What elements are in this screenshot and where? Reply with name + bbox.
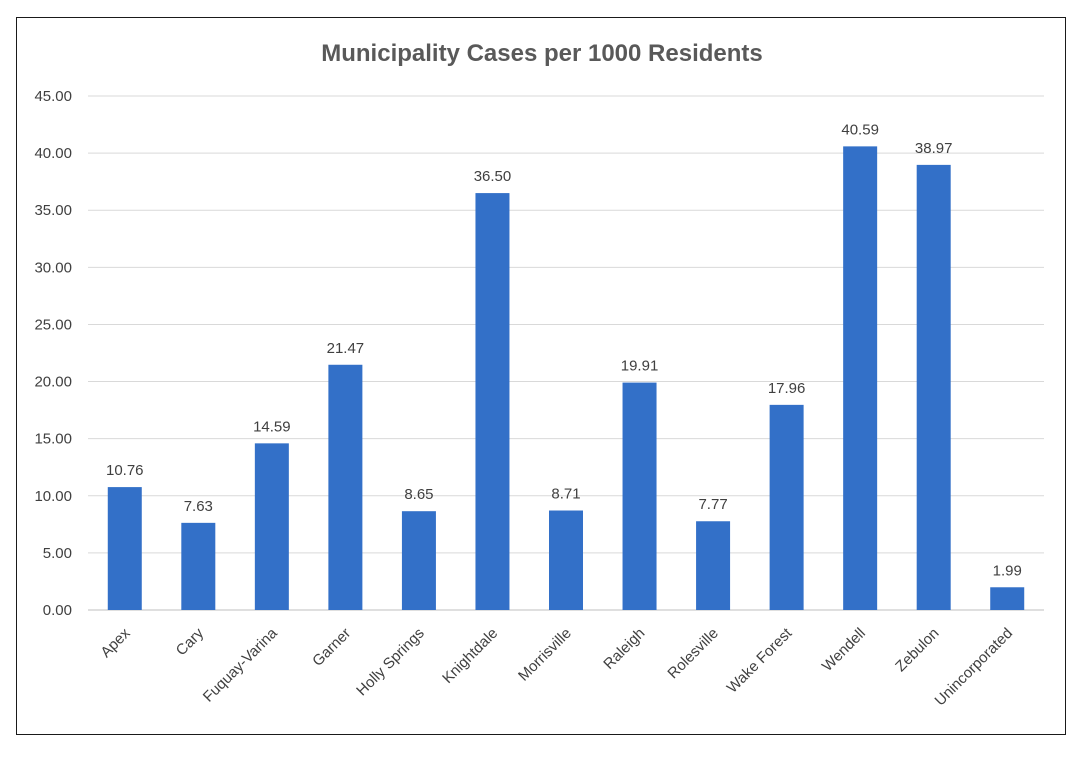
data-label: 14.59 (253, 418, 291, 435)
bar (622, 382, 657, 610)
bar (696, 521, 731, 610)
data-label: 36.50 (474, 168, 512, 185)
y-tick-label: 10.00 (34, 488, 72, 505)
bar (916, 164, 951, 610)
x-category-label: Holly Springs (353, 625, 428, 700)
data-label: 38.97 (915, 140, 953, 157)
data-label: 21.47 (327, 340, 365, 357)
x-category-label: Apex (97, 624, 134, 661)
x-category-label: Knightdale (439, 625, 501, 687)
data-label: 7.77 (698, 496, 727, 513)
data-labels: 10.76 7.63 14.59 21.47 8.65 36.50 8.71 19.91 7.7… (106, 121, 1022, 579)
y-tick-label: 0.00 (43, 602, 72, 619)
data-label: 17.96 (768, 380, 806, 397)
y-tick-label: 45.00 (34, 88, 72, 105)
x-category-label: Zebulon (892, 625, 942, 675)
x-category-label: Wake Forest (724, 624, 796, 696)
data-label: 40.59 (841, 121, 879, 138)
bars (107, 146, 1025, 611)
y-tick-label: 40.00 (34, 145, 72, 162)
x-category-label: Raleigh (600, 625, 648, 673)
x-category-label: Rolesville (664, 625, 721, 682)
bar (328, 364, 363, 610)
y-tick-label: 20.00 (34, 374, 72, 391)
bar (181, 522, 216, 610)
data-label: 1.99 (993, 562, 1022, 579)
bar (843, 146, 878, 610)
x-category-label: Garner (309, 625, 354, 670)
x-category-label: Wendell (819, 625, 869, 675)
bar (549, 510, 583, 610)
chart-title: Municipality Cases per 1000 Residents (321, 40, 763, 67)
y-tick-label: 30.00 (34, 259, 72, 276)
y-axis-ticks: 0.00 5.00 10.00 15.00 20.00 25.00 30.00 35.00 40… (34, 88, 72, 619)
chart-frame (16, 17, 1066, 735)
bar (107, 487, 142, 610)
x-category-label: Fuquay-Varina (200, 624, 281, 705)
y-tick-label: 15.00 (34, 431, 72, 448)
data-label: 8.71 (551, 486, 580, 503)
data-label: 7.63 (184, 498, 213, 515)
y-tick-label: 35.00 (34, 202, 72, 219)
bar (769, 404, 804, 610)
x-category-label: Morrisville (515, 625, 575, 685)
bar (475, 193, 510, 611)
gridlines (88, 95, 1044, 611)
bar (401, 511, 436, 610)
bar (254, 443, 289, 610)
y-tick-label: 5.00 (43, 545, 72, 562)
data-label: 10.76 (106, 462, 144, 479)
data-label: 8.65 (404, 486, 433, 503)
x-category-label: Unincorporated (932, 625, 1017, 710)
y-tick-label: 25.00 (34, 316, 72, 333)
x-category-label: Cary (173, 624, 208, 659)
bar (990, 587, 1025, 610)
data-label: 19.91 (621, 358, 659, 375)
